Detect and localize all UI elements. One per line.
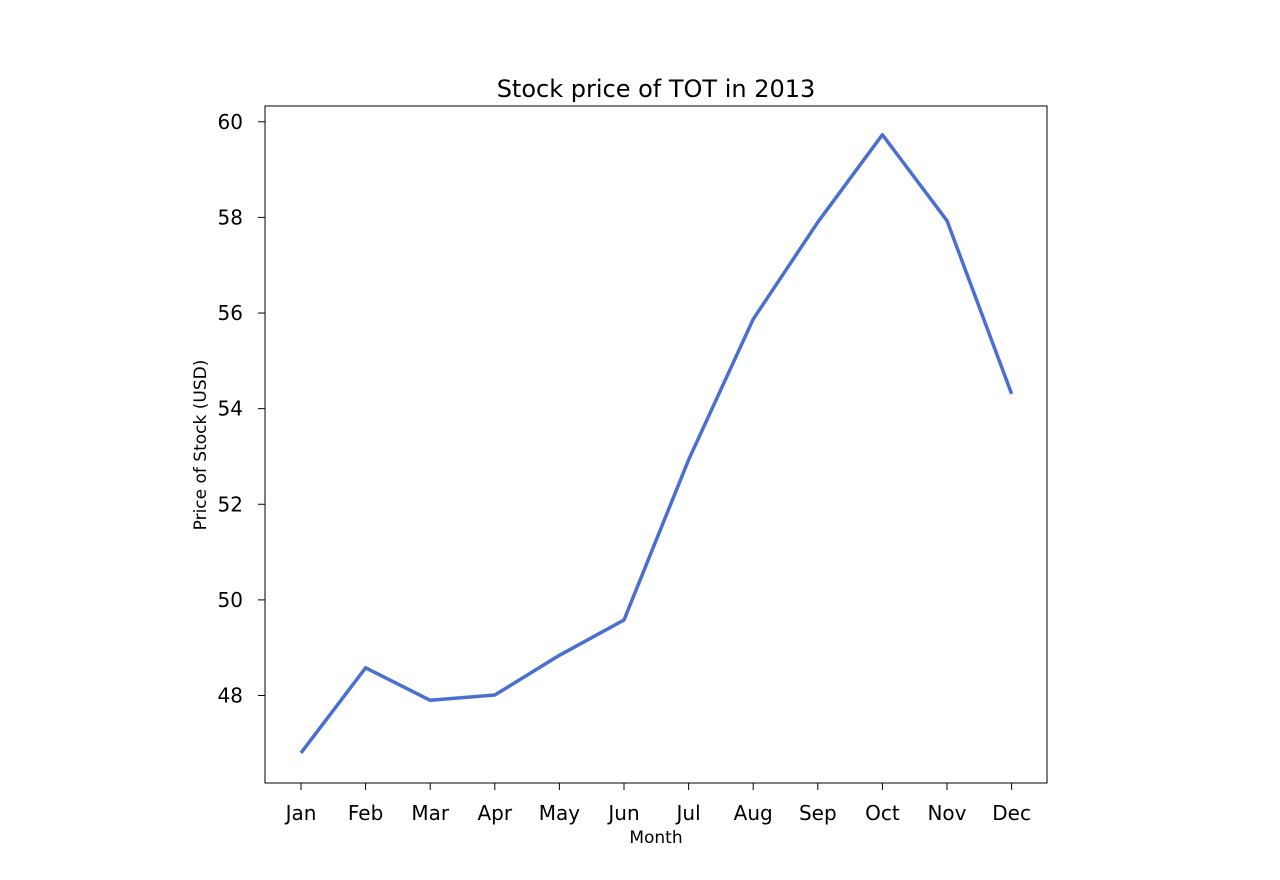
x-axis-label: Month	[629, 828, 682, 848]
x-tick-label: Nov	[927, 801, 966, 825]
y-tick-label: 56	[218, 301, 243, 325]
x-tick-label: Jun	[606, 801, 639, 825]
y-tick-label: 60	[218, 110, 243, 134]
x-tick-label: Aug	[734, 801, 773, 825]
y-tick-label: 50	[218, 588, 243, 612]
x-axis: Jan Feb Mar Apr May Jun Jul Aug Sep Oct Nov Dec	[284, 783, 1031, 825]
x-tick-label: Jul	[675, 801, 701, 825]
x-tick-label: May	[539, 801, 581, 825]
x-tick-label: Apr	[477, 801, 512, 825]
y-tick-label: 48	[218, 684, 243, 708]
x-tick-label: Feb	[348, 801, 383, 825]
x-tick-label: Jan	[284, 801, 317, 825]
x-tick-label: Dec	[992, 801, 1031, 825]
y-axis: 48 50 52 54 56 58 60	[218, 110, 265, 708]
x-tick-label: Oct	[865, 801, 900, 825]
chart-title: Stock price of TOT in 2013	[497, 75, 816, 103]
x-tick-label: Sep	[799, 801, 837, 825]
y-tick-label: 54	[218, 397, 243, 421]
y-tick-label: 58	[218, 205, 243, 229]
series-line	[299, 132, 1014, 754]
plot-area	[264, 105, 1048, 784]
y-tick-label: 52	[218, 492, 243, 516]
x-tick-label: Mar	[411, 801, 450, 825]
y-axis-label: Price of Stock (USD)	[191, 360, 211, 531]
